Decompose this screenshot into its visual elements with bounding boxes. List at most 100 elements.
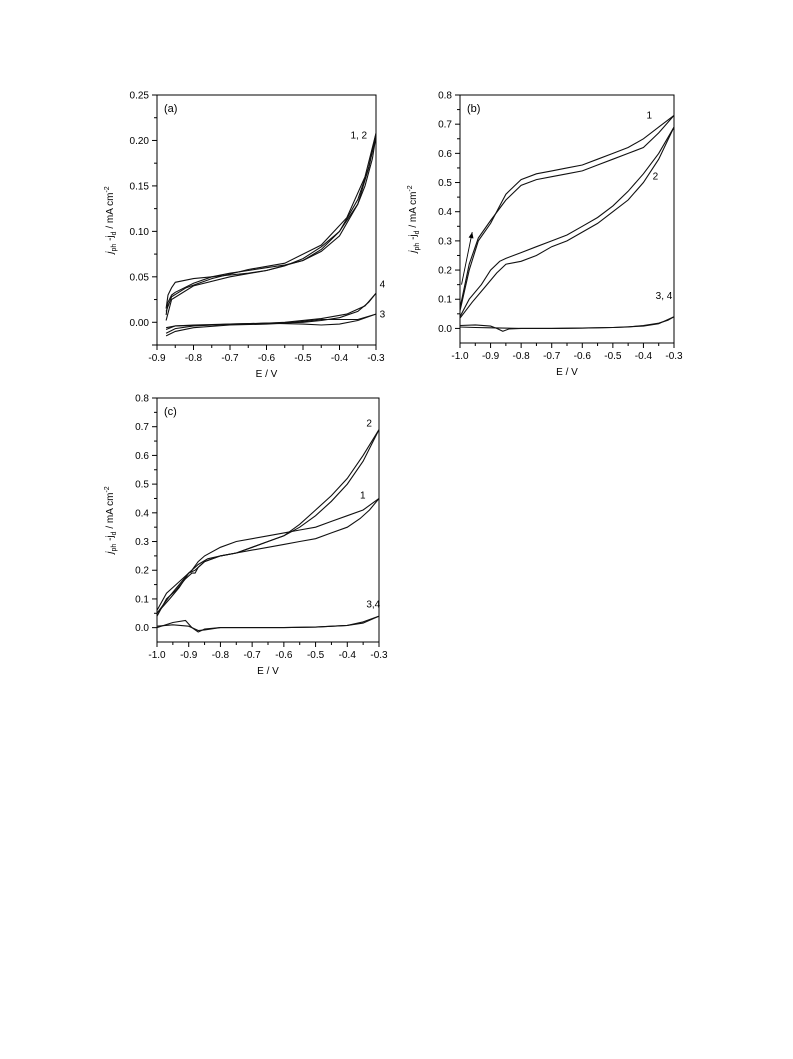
series-line-1-2 [165,133,376,321]
x-tick-label: -0.7 [221,353,239,364]
series-line-2 [157,429,379,617]
x-tick-label: -0.3 [370,650,388,661]
series-line-2 [157,429,379,614]
y-tick-label: 0.5 [438,178,452,189]
curve-annotation: 2 [653,172,659,183]
series-line-3-4 [157,615,379,633]
x-axis-label: E / V [256,369,278,380]
series-line-1 [460,115,674,309]
y-axis-label: jph -jd / mA cm-2 [407,185,421,255]
x-tick-label: -0.6 [275,650,293,661]
y-tick-label: 0.3 [438,236,452,247]
scan-direction-arrow [461,232,473,285]
y-tick-label: 0.1 [438,295,452,306]
y-label-part: -j [105,535,116,543]
x-tick-label: -1.0 [148,650,166,661]
x-tick-label: -0.8 [212,650,230,661]
y-tick-label: 0.15 [130,181,150,192]
panel-label: (a) [164,103,177,115]
y-tick-label: 0.2 [438,266,452,277]
y-tick-label: 0.7 [438,120,452,131]
y-tick-label: 0.3 [135,537,149,548]
chart-panel-1: -0.9 -0.8 -0.7 -0.6 -0.5 -0.4 -0.3 0.00 0.05 0.10… [104,91,386,381]
y-label-part: -2 [104,486,111,492]
chart-panel-3: -1.0 -0.9 -0.8 -0.7 -0.6 -0.5 -0.4 -0.3 0.0 0.1 0.… [104,394,388,678]
x-axis-label: E / V [257,666,279,677]
curve-annotation: 4 [380,280,386,291]
panel-label: (b) [467,103,480,115]
series-line-2 [460,126,674,317]
y-tick-label: 0.8 [438,91,452,102]
x-tick-label: -0.4 [339,650,357,661]
curve-annotation: 1, 2 [350,131,367,142]
y-tick-label: 0.1 [135,594,149,605]
series-line-1 [460,114,674,312]
y-tick-label: 0.4 [438,207,452,218]
y-label-part: j [408,250,419,255]
curve-annotation: 3,4 [366,600,380,611]
y-label-part: d [111,531,118,535]
x-tick-label: -0.4 [635,351,653,362]
x-tick-label: -0.6 [574,351,592,362]
y-label-part: -2 [104,186,111,192]
y-label-part: j [105,251,116,256]
x-tick-label: -0.8 [185,353,203,364]
y-tick-label: 0.0 [438,324,452,335]
x-tick-label: -0.3 [367,353,385,364]
series-line-1-2 [165,135,376,316]
y-label-part: ph [111,544,118,552]
y-tick-label: 0.7 [135,422,149,433]
x-tick-label: -0.9 [180,650,198,661]
x-tick-label: -0.9 [482,351,500,362]
y-label-part: / mA cm [105,193,116,232]
x-tick-label: -0.8 [513,351,531,362]
x-tick-label: -0.5 [294,353,312,364]
y-label-part: ph [111,244,118,252]
x-axis-label: E / V [556,367,578,378]
x-tick-label: -0.4 [331,353,349,364]
x-tick-label: -0.9 [148,353,166,364]
y-tick-label: 0.2 [135,566,149,577]
y-label-part: ph [414,243,421,251]
y-tick-label: 0.6 [438,149,452,160]
x-tick-label: -0.5 [307,650,325,661]
curve-annotation: 1 [360,490,366,501]
curve-annotation: 3 [380,310,386,321]
chart-panel-2: -1.0 -0.9 -0.8 -0.7 -0.6 -0.5 -0.4 -0.3 0.0 0.1 0.… [407,91,683,379]
y-tick-label: 0.0 [135,623,149,634]
series-line-3-4 [460,316,674,329]
x-tick-label: -0.7 [244,650,262,661]
panel-label: (c) [164,406,177,418]
series-line-1 [157,498,379,614]
y-label-part: / mA cm [105,493,116,532]
arrow-head [468,232,474,239]
curve-annotation: 3, 4 [656,291,673,302]
y-label-part: -2 [407,185,414,191]
x-tick-label: -1.0 [451,351,469,362]
series-line-4 [165,292,376,329]
curve-annotation: 2 [366,419,372,430]
y-label-part: d [111,231,118,235]
series-line-3-4 [157,615,379,632]
y-tick-label: 0.8 [135,394,149,405]
x-tick-label: -0.5 [604,351,622,362]
y-tick-label: 0.00 [130,318,150,329]
y-label-part: j [105,551,116,556]
x-tick-label: -0.3 [665,351,683,362]
y-axis-label: jph -jd / mA cm-2 [104,186,118,256]
y-tick-label: 0.05 [130,272,150,283]
y-tick-label: 0.4 [135,508,149,519]
series-line-2 [460,126,674,319]
series-line-3-4 [460,316,674,332]
x-tick-label: -0.6 [258,353,276,364]
x-tick-label: -0.7 [543,351,561,362]
plot-frame [156,397,380,643]
y-label-part: -j [105,235,116,243]
y-tick-label: 0.25 [130,91,150,102]
y-tick-label: 0.10 [130,227,150,238]
y-axis-label: jph -jd / mA cm-2 [104,486,118,556]
y-label-part: d [414,230,421,234]
series-line-3 [165,313,376,334]
plot-frame [156,94,377,346]
